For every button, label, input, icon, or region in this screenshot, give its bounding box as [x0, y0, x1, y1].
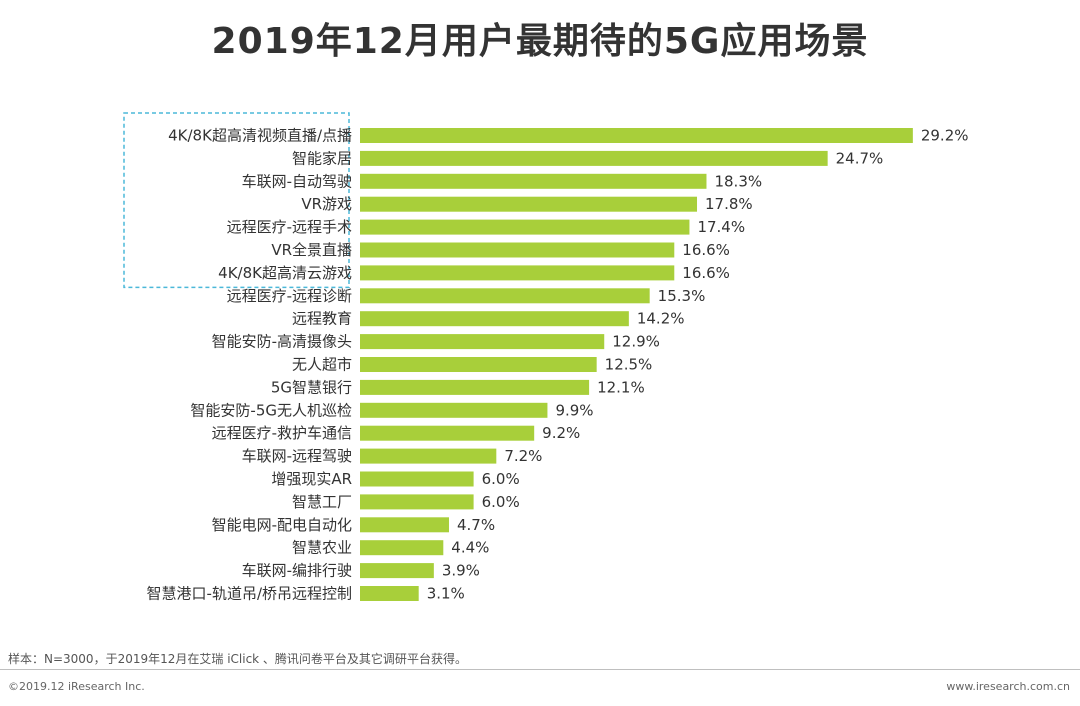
- copyright-text: ©2019.12 iResearch Inc.: [8, 680, 145, 693]
- bar: [360, 196, 698, 212]
- value-label: 24.7%: [836, 149, 884, 167]
- value-label: 17.4%: [697, 218, 745, 236]
- value-label: 15.3%: [658, 287, 706, 305]
- value-label: 14.2%: [637, 310, 685, 328]
- value-label: 6.0%: [482, 470, 520, 488]
- bar: [360, 448, 497, 464]
- value-label: 17.8%: [705, 195, 753, 213]
- category-label: 远程医疗-远程手术: [227, 218, 352, 236]
- category-label: 远程医疗-远程诊断: [227, 287, 352, 305]
- bar: [360, 265, 675, 281]
- value-label: 12.5%: [605, 356, 653, 374]
- value-label: 7.2%: [504, 447, 542, 465]
- bar: [360, 311, 629, 327]
- category-label: 车联网-编排行驶: [242, 562, 352, 580]
- value-label: 16.6%: [682, 241, 730, 259]
- category-label: VR全景直播: [271, 241, 352, 259]
- bar: [360, 586, 419, 601]
- chart-title: 2019年12月用户最期待的5G应用场景: [211, 21, 869, 62]
- bar: [360, 128, 913, 143]
- category-label: 智能电网-配电自动化: [212, 516, 352, 534]
- bar: [360, 150, 828, 166]
- highlight-box: [123, 112, 350, 289]
- category-label: 4K/8K超高清云游戏: [218, 264, 352, 282]
- category-label: 智能安防-高清摄像头: [212, 333, 352, 351]
- bar: [360, 425, 535, 441]
- bar: [360, 357, 597, 372]
- bar: [360, 540, 444, 556]
- bar: [360, 517, 449, 533]
- value-label: 3.1%: [427, 585, 465, 603]
- category-label: 车联网-远程驾驶: [242, 447, 352, 465]
- category-label: 智慧农业: [292, 539, 352, 557]
- bar: [360, 402, 548, 418]
- website-link[interactable]: www.iresearch.com.cn: [946, 680, 1070, 693]
- value-label: 9.9%: [555, 401, 593, 419]
- value-label: 4.7%: [457, 516, 495, 534]
- category-label: 5G智慧银行: [271, 378, 352, 396]
- footer-divider: [0, 669, 1080, 670]
- category-label: 无人超市: [292, 356, 352, 374]
- category-label: 增强现实AR: [271, 470, 352, 488]
- bar: [360, 288, 650, 304]
- category-label: 远程教育: [292, 310, 352, 328]
- value-label: 12.9%: [612, 333, 660, 351]
- category-label: 智能家居: [292, 149, 352, 167]
- bar: [360, 219, 690, 235]
- value-label: 18.3%: [714, 172, 762, 190]
- value-label: 4.4%: [451, 539, 489, 557]
- value-label: 3.9%: [442, 562, 480, 580]
- value-label: 29.2%: [921, 127, 969, 145]
- sample-note: 样本：N=3000，于2019年12月在艾瑞 iClick 、腾讯问卷平台及其它…: [8, 652, 467, 666]
- bar: [360, 471, 474, 487]
- category-label: 远程医疗-救护车通信: [212, 424, 352, 442]
- bar: [360, 173, 707, 189]
- bar: [360, 494, 474, 510]
- bar: [360, 379, 590, 395]
- category-label: 智慧工厂: [292, 493, 352, 511]
- category-label: 智慧港口-轨道吊/桥吊远程控制: [147, 585, 352, 603]
- bar: [360, 242, 675, 258]
- category-label: 车联网-自动驾驶: [242, 172, 352, 190]
- category-label: VR游戏: [301, 195, 352, 213]
- value-label: 6.0%: [482, 493, 520, 511]
- value-label: 12.1%: [597, 378, 645, 396]
- category-label: 智能安防-5G无人机巡检: [190, 401, 352, 419]
- bar: [360, 563, 434, 579]
- value-label: 9.2%: [542, 424, 580, 442]
- value-label: 16.6%: [682, 264, 730, 282]
- category-label: 4K/8K超高清视频直播/点播: [168, 127, 352, 145]
- bar: [360, 334, 605, 350]
